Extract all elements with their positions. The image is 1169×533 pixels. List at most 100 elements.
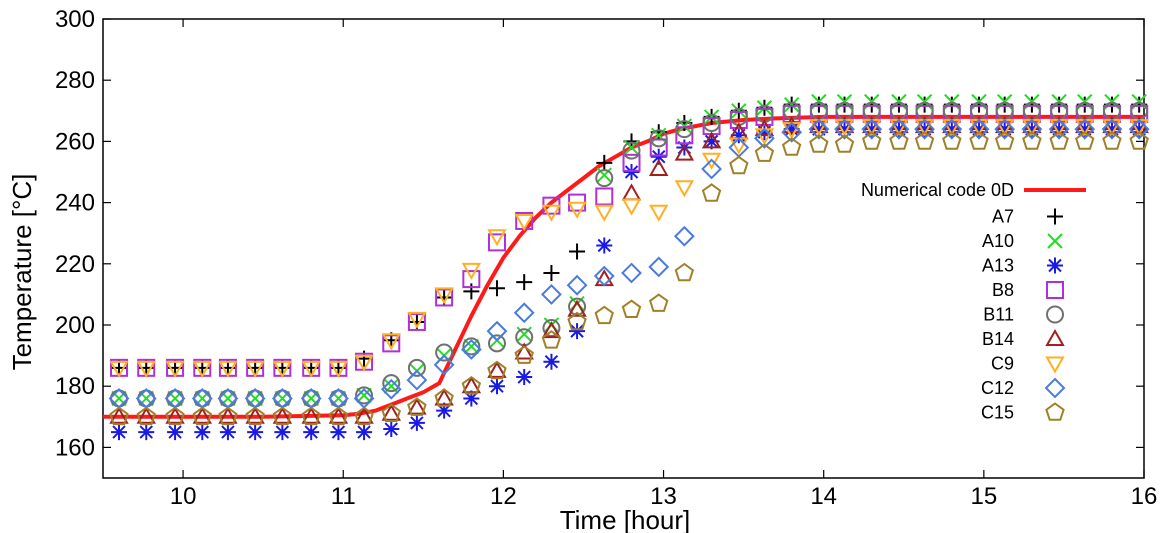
marker-c15 [165, 406, 185, 426]
y-tick-label: 240 [55, 190, 95, 217]
marker-c12 [1128, 118, 1150, 140]
marker-c15 [514, 345, 534, 364]
legend-label-a10: A10 [982, 231, 1014, 251]
marker-c9 [701, 152, 722, 170]
marker-c15 [381, 403, 401, 422]
legend: Numerical code 0D A7 A10 A13 B8 B11 B14 C9 C12 C1… [861, 180, 1086, 423]
marker-a13 [463, 390, 480, 407]
marker-a13 [1023, 121, 1040, 138]
marker-a13 [194, 424, 211, 441]
marker-a7 [543, 264, 560, 281]
marker-a10 [516, 326, 532, 342]
y-tick-label: 220 [55, 251, 95, 278]
marker-a10 [676, 118, 693, 134]
marker-a13 [836, 121, 853, 138]
y-axis-label: Temperature [°C] [7, 174, 37, 371]
marker-b14 [754, 119, 775, 137]
marker-c9 [136, 360, 156, 378]
marker-b8 [649, 138, 668, 157]
marker-c9 [301, 360, 321, 378]
legend-label-c12: C12 [981, 378, 1014, 398]
marker-a10 [356, 387, 372, 404]
marker-b8 [382, 334, 401, 353]
marker-c15 [889, 131, 909, 150]
y-tick-label: 160 [55, 434, 95, 461]
legend-marker-a13 [1047, 257, 1063, 274]
marker-a10 [383, 378, 399, 394]
marker-a13 [971, 121, 988, 138]
marker-b14 [567, 299, 587, 317]
marker-b14 [328, 406, 349, 424]
marker-c9 [381, 333, 402, 351]
marker-b8 [595, 187, 614, 206]
x-tick-label: 11 [331, 483, 356, 510]
marker-c12 [1021, 118, 1043, 140]
marker-a13 [408, 414, 425, 431]
marker-c9 [109, 360, 129, 378]
legend-label-b11: B11 [983, 305, 1014, 325]
marker-a13 [943, 121, 960, 138]
marker-b14 [674, 143, 695, 161]
x-tick-label: 14 [810, 483, 837, 510]
x-tick-label: 12 [490, 483, 517, 510]
marker-c12 [673, 225, 695, 247]
marker-a7 [516, 274, 533, 291]
y-tick-label: 260 [55, 128, 95, 155]
marker-a13 [247, 424, 264, 441]
marker-c15 [245, 406, 265, 426]
marker-b14 [781, 116, 802, 134]
marker-c9 [165, 360, 185, 378]
markers-layer [108, 93, 1150, 441]
marker-a13 [138, 424, 155, 441]
marker-b14 [109, 406, 129, 424]
marker-a13 [623, 164, 640, 180]
marker-c15 [649, 293, 669, 312]
marker-a7 [463, 283, 480, 300]
marker-c15 [594, 305, 614, 325]
marker-b11 [622, 141, 641, 160]
marker-c15 [729, 155, 749, 175]
marker-c9 [514, 213, 534, 231]
marker-a7 [569, 243, 586, 260]
marker-a13 [916, 121, 933, 138]
marker-c15 [862, 131, 882, 150]
plot-frame [102, 18, 1145, 479]
marker-a13 [436, 402, 453, 419]
marker-a13 [488, 378, 505, 395]
marker-c9 [541, 204, 562, 222]
marker-c12 [380, 378, 402, 400]
marker-c12 [648, 256, 670, 278]
marker-a13 [569, 323, 586, 340]
y-tick-label: 280 [55, 67, 95, 94]
marker-c12 [486, 320, 508, 342]
marker-c15 [914, 131, 935, 150]
marker-c12 [861, 118, 883, 140]
marker-c15 [407, 397, 427, 416]
legend-marker-c9 [1045, 356, 1065, 374]
marker-c12 [808, 118, 830, 140]
marker-a10 [756, 100, 773, 116]
marker-b11 [487, 334, 506, 353]
marker-c12 [513, 302, 535, 324]
x-axis-label: Time [hour] [560, 505, 691, 533]
marker-a13 [703, 133, 720, 150]
legend-marker-b14 [1045, 328, 1065, 346]
marker-c12 [914, 118, 936, 140]
marker-a10 [703, 109, 720, 125]
marker-c9 [218, 360, 238, 378]
marker-a13 [330, 424, 347, 441]
marker-b14 [407, 397, 427, 415]
y-tick-label: 180 [55, 373, 95, 400]
marker-c12 [941, 118, 963, 140]
ticks: 10 11 12 13 14 15 16 160 180 200 220 240 260 280 300 [55, 6, 1157, 510]
marker-a13 [383, 421, 400, 438]
legend-marker-b8 [1046, 281, 1064, 299]
marker-a13 [111, 424, 128, 441]
marker-b14 [192, 406, 213, 424]
marker-c15 [1075, 131, 1095, 150]
marker-a10 [731, 103, 747, 119]
marker-b14 [434, 388, 454, 406]
marker-b11 [462, 337, 481, 356]
marker-b8 [407, 312, 426, 331]
